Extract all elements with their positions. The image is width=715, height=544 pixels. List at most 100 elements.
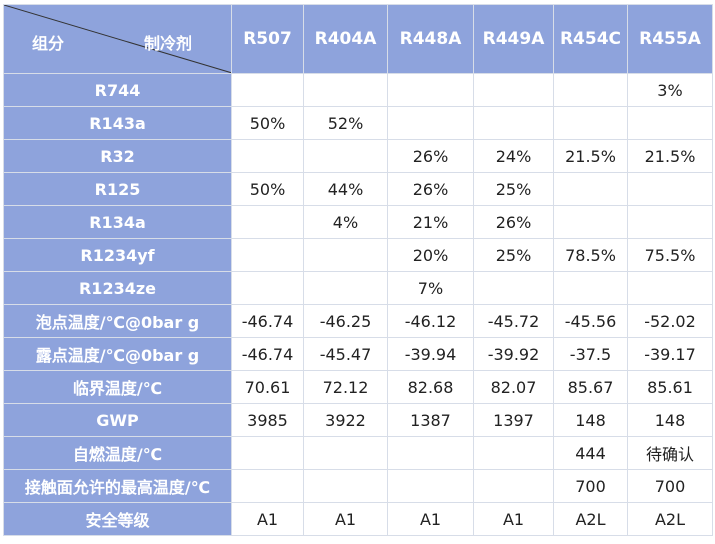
row-label: 自燃温度/℃ [3, 436, 232, 470]
table-cell: 26% [473, 205, 554, 239]
table-row: 安全等级 A1 A1 A1 A1 A2L A2L [3, 502, 713, 536]
table-cell: 4% [303, 205, 388, 239]
table-cell: 85.61 [627, 370, 713, 404]
table-cell [553, 106, 628, 140]
table-cell [303, 73, 388, 107]
col-header-r448a: R448A [387, 4, 474, 74]
table-cell [387, 73, 474, 107]
diagonal-divider [4, 5, 231, 73]
table-cell: 26% [387, 172, 474, 206]
header-row: 组分 制冷剂 R507 R404A R448A R449A R454C R455… [3, 4, 713, 74]
table-cell: -46.74 [231, 337, 304, 371]
table-cell [231, 238, 304, 272]
table-cell: 3985 [231, 403, 304, 437]
table-cell: -52.02 [627, 304, 713, 338]
table-cell [473, 106, 554, 140]
table-cell: 70.61 [231, 370, 304, 404]
table-cell [303, 139, 388, 173]
table-cell [627, 205, 713, 239]
row-label: R1234ze [3, 271, 232, 305]
table-cell [387, 106, 474, 140]
table-cell: 21.5% [553, 139, 628, 173]
table-cell: 72.12 [303, 370, 388, 404]
table-cell: 21% [387, 205, 474, 239]
table-cell: 3922 [303, 403, 388, 437]
table-cell: 148 [553, 403, 628, 437]
table-cell [231, 139, 304, 173]
table-cell: 85.67 [553, 370, 628, 404]
table-cell [303, 469, 388, 503]
table-cell [553, 271, 628, 305]
table-cell [231, 73, 304, 107]
row-label: 泡点温度/℃@0bar g [3, 304, 232, 338]
table-cell: -46.25 [303, 304, 388, 338]
table-cell: 444 [553, 436, 628, 470]
table-cell [473, 436, 554, 470]
table-body: R744 3% R143a 50% 52% R32 26% 24% 21.5% 21.5% R125… [3, 73, 713, 536]
col-header-r449a: R449A [473, 4, 554, 74]
corner-header-cell: 组分 制冷剂 [3, 4, 232, 74]
table-cell: 24% [473, 139, 554, 173]
table-cell: 21.5% [627, 139, 713, 173]
table-cell [303, 436, 388, 470]
table-row: R32 26% 24% 21.5% 21.5% [3, 139, 713, 173]
table-cell: 75.5% [627, 238, 713, 272]
row-label: 安全等级 [3, 502, 232, 536]
table-cell: -37.5 [553, 337, 628, 371]
row-label: GWP [3, 403, 232, 437]
table-cell: 25% [473, 172, 554, 206]
table-cell: -46.74 [231, 304, 304, 338]
table-cell [303, 238, 388, 272]
table-cell [627, 172, 713, 206]
table-row: R1234yf 20% 25% 78.5% 75.5% [3, 238, 713, 272]
table-cell [553, 73, 628, 107]
table-cell: 82.07 [473, 370, 554, 404]
table-cell: A1 [231, 502, 304, 536]
table-cell: 82.68 [387, 370, 474, 404]
table-cell: 3% [627, 73, 713, 107]
table-cell: -39.92 [473, 337, 554, 371]
row-label: R134a [3, 205, 232, 239]
table-row: 泡点温度/℃@0bar g -46.74 -46.25 -46.12 -45.72 -45… [3, 304, 713, 338]
table-cell: 1387 [387, 403, 474, 437]
table-cell [553, 205, 628, 239]
table-cell [387, 436, 474, 470]
table-row: 临界温度/℃ 70.61 72.12 82.68 82.07 85.67 85.61 [3, 370, 713, 404]
table-cell [303, 271, 388, 305]
table-cell: A1 [387, 502, 474, 536]
table-cell: -45.47 [303, 337, 388, 371]
table-cell [387, 469, 474, 503]
table-cell [627, 106, 713, 140]
table-row: GWP 3985 3922 1387 1397 148 148 [3, 403, 713, 437]
row-label: 临界温度/℃ [3, 370, 232, 404]
table-row: R1234ze 7% [3, 271, 713, 305]
row-label: R744 [3, 73, 232, 107]
table-cell [473, 271, 554, 305]
table-cell: -45.72 [473, 304, 554, 338]
row-label: 接触面允许的最高温度/℃ [3, 469, 232, 503]
table-row: R125 50% 44% 26% 25% [3, 172, 713, 206]
table-cell [473, 73, 554, 107]
table-cell: 700 [553, 469, 628, 503]
table-cell: A1 [303, 502, 388, 536]
refrigerant-comparison-table: 组分 制冷剂 R507 R404A R448A R449A R454C R455… [3, 4, 713, 536]
table-cell: -39.17 [627, 337, 713, 371]
col-header-r454c: R454C [553, 4, 628, 74]
row-label: R125 [3, 172, 232, 206]
table-cell [231, 271, 304, 305]
table-cell: A2L [553, 502, 628, 536]
table-cell: 50% [231, 172, 304, 206]
table-cell: 1397 [473, 403, 554, 437]
row-label: R143a [3, 106, 232, 140]
row-label: 露点温度/℃@0bar g [3, 337, 232, 371]
row-label: R1234yf [3, 238, 232, 272]
table-cell: 78.5% [553, 238, 628, 272]
table-cell: -45.56 [553, 304, 628, 338]
table-cell [553, 172, 628, 206]
table-cell [627, 271, 713, 305]
col-header-r507: R507 [231, 4, 304, 74]
table-cell [231, 469, 304, 503]
refrigerant-label: 制冷剂 [144, 34, 193, 53]
table-row: 接触面允许的最高温度/℃ 700 700 [3, 469, 713, 503]
